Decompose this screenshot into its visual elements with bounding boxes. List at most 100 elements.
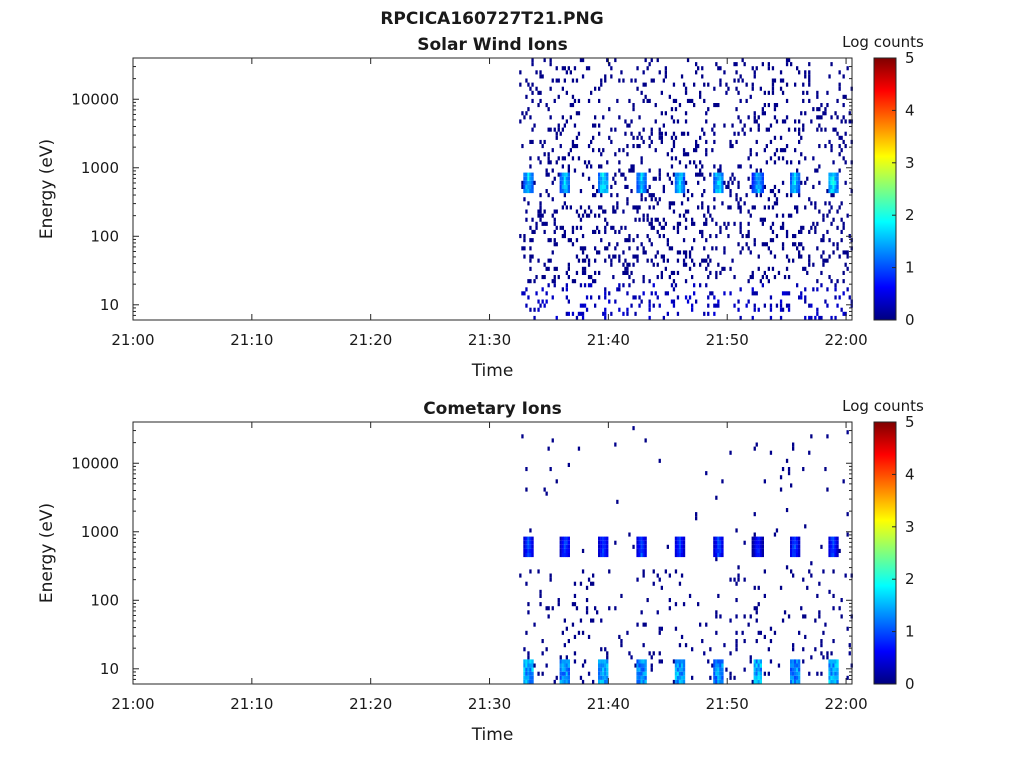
heatmap-cell bbox=[773, 107, 777, 112]
heatmap-cell bbox=[521, 291, 524, 296]
heatmap-cell bbox=[691, 303, 694, 308]
heatmap-cell bbox=[523, 184, 526, 189]
heatmap-cell bbox=[523, 647, 526, 652]
heatmap-cell bbox=[828, 536, 831, 541]
heatmap-cell bbox=[761, 275, 764, 280]
heatmap-cell bbox=[547, 446, 550, 451]
heatmap-cell bbox=[638, 217, 641, 222]
heatmap-cell bbox=[818, 180, 821, 185]
heatmap-cell bbox=[796, 205, 799, 210]
heatmap-cell bbox=[729, 671, 732, 676]
heatmap-cell bbox=[733, 176, 736, 181]
heatmap-cell bbox=[773, 193, 777, 198]
heatmap-cell bbox=[604, 663, 607, 668]
heatmap-cell bbox=[626, 311, 629, 316]
heatmap-cell bbox=[676, 295, 680, 300]
heatmap-cell bbox=[644, 176, 647, 181]
heatmap-cell bbox=[612, 254, 615, 259]
heatmap-cell bbox=[563, 234, 566, 239]
heatmap-cell bbox=[749, 250, 752, 255]
heatmap-cell bbox=[767, 62, 770, 67]
heatmap-cell bbox=[561, 86, 564, 91]
heatmap-cell bbox=[559, 144, 562, 149]
heatmap-cell bbox=[826, 287, 829, 292]
heatmap-cell bbox=[646, 217, 649, 222]
heatmap-cell bbox=[688, 98, 692, 103]
heatmap-cell bbox=[539, 209, 542, 214]
heatmap-cell bbox=[755, 172, 758, 177]
heatmap-cell bbox=[840, 614, 843, 619]
heatmap-cell bbox=[598, 180, 601, 185]
heatmap-cell bbox=[624, 258, 627, 263]
heatmap-cell bbox=[755, 176, 758, 181]
heatmap-cell bbox=[636, 544, 639, 549]
heatmap-cell bbox=[792, 176, 795, 181]
heatmap-cell bbox=[773, 184, 777, 189]
heatmap-cell bbox=[840, 135, 843, 140]
heatmap-cell bbox=[569, 70, 572, 75]
heatmap-cell bbox=[721, 176, 724, 181]
heatmap-cell bbox=[606, 548, 609, 553]
heatmap-cell bbox=[838, 168, 841, 173]
heatmap-cell bbox=[527, 655, 530, 660]
heatmap-cell bbox=[678, 540, 682, 545]
heatmap-cell bbox=[794, 671, 797, 676]
heatmap-cell bbox=[705, 221, 708, 226]
heatmap-cell bbox=[614, 246, 617, 251]
heatmap-cell bbox=[737, 565, 740, 570]
heatmap-cell bbox=[539, 90, 542, 95]
heatmap-cell bbox=[812, 287, 815, 292]
heatmap-cell bbox=[844, 311, 847, 316]
heatmap-cell bbox=[618, 287, 621, 292]
heatmap-cell bbox=[781, 225, 785, 230]
heatmap-cell bbox=[523, 197, 526, 202]
heatmap-cell bbox=[800, 606, 803, 611]
heatmap-cell bbox=[792, 659, 795, 664]
heatmap-cell bbox=[598, 123, 601, 128]
heatmap-cell bbox=[796, 246, 799, 251]
heatmap-cell bbox=[820, 651, 823, 656]
heatmap-cell bbox=[745, 193, 748, 198]
heatmap-cell bbox=[761, 242, 764, 247]
heatmap-cell bbox=[763, 148, 766, 153]
heatmap-cell bbox=[775, 103, 779, 108]
heatmap-cell bbox=[632, 168, 635, 173]
heatmap-cell bbox=[705, 622, 708, 627]
heatmap-cell bbox=[531, 217, 534, 222]
heatmap-cell bbox=[755, 193, 758, 198]
heatmap-cell bbox=[573, 651, 577, 656]
heatmap-cell bbox=[634, 217, 637, 222]
heatmap-cell bbox=[620, 70, 623, 75]
heatmap-cell bbox=[691, 98, 694, 103]
heatmap-cell bbox=[771, 189, 775, 194]
heatmap-cell bbox=[751, 172, 754, 177]
heatmap-cell bbox=[794, 667, 797, 672]
heatmap-cell bbox=[711, 246, 714, 251]
heatmap-cell bbox=[715, 495, 718, 500]
heatmap-cell bbox=[594, 123, 597, 128]
heatmap-cell bbox=[729, 193, 732, 198]
heatmap-cell bbox=[628, 238, 631, 243]
heatmap-cell bbox=[775, 148, 779, 153]
heatmap-cell bbox=[701, 201, 704, 206]
heatmap-cell bbox=[836, 675, 839, 680]
heatmap-cell bbox=[658, 458, 661, 463]
heatmap-cell bbox=[753, 671, 756, 676]
heatmap-cell bbox=[555, 209, 558, 214]
heatmap-cell bbox=[545, 299, 548, 304]
heatmap-cell bbox=[678, 667, 682, 672]
heatmap-cell bbox=[680, 180, 684, 185]
heatmap-cell bbox=[678, 184, 682, 189]
heatmap-cell bbox=[646, 598, 649, 603]
heatmap-cell bbox=[828, 675, 831, 680]
heatmap-cell bbox=[565, 626, 568, 631]
heatmap-cell bbox=[569, 103, 572, 108]
heatmap-cell bbox=[717, 262, 720, 267]
heatmap-cell bbox=[753, 512, 756, 517]
heatmap-cell bbox=[735, 86, 738, 91]
heatmap-cell bbox=[680, 553, 684, 558]
heatmap-cell bbox=[670, 164, 674, 169]
heatmap-cell bbox=[790, 180, 793, 185]
heatmap-cell bbox=[592, 148, 595, 153]
heatmap-cell bbox=[543, 229, 546, 234]
